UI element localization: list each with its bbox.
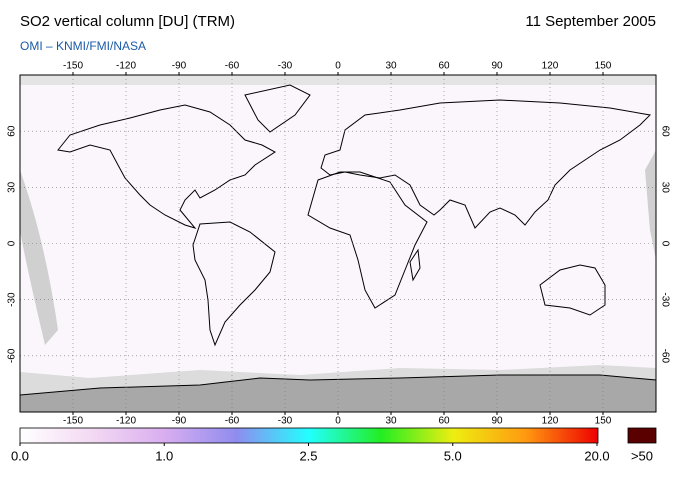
lat-tick-label: -30 [7, 292, 18, 307]
lon-tick-label: -120 [116, 61, 136, 72]
coastline [244, 84, 311, 133]
lat-tick-label: 0 [7, 240, 18, 246]
subtitle: OMI – KNMI/FMI/NASA [20, 39, 146, 53]
lon-tick-label: 150 [595, 416, 612, 427]
lon-tick-label: 30 [385, 416, 397, 427]
lon-tick-label: 90 [491, 61, 503, 72]
lon-tick-label: -90 [172, 416, 187, 427]
lon-tick-label: -120 [116, 416, 136, 427]
lat-tick-label: 30 [659, 182, 670, 194]
colorbar-label: 20.0 [584, 448, 609, 463]
colorbar-overflow [627, 427, 657, 444]
lon-tick-label: 120 [542, 61, 559, 72]
lon-tick-label: -30 [278, 61, 293, 72]
colorbar-label: 0.0 [11, 448, 29, 463]
lon-tick-label: -60 [225, 416, 240, 427]
coastline [57, 104, 276, 229]
lon-tick-label: 0 [335, 416, 341, 427]
lat-tick-label: -60 [7, 348, 18, 363]
no-data [20, 170, 58, 345]
lat-tick-label: 60 [659, 126, 670, 138]
lat-tick-label: -30 [659, 292, 670, 307]
lon-tick-label: -60 [225, 61, 240, 72]
date: 11 September 2005 [525, 13, 656, 30]
lon-tick-label: -150 [63, 61, 83, 72]
title: SO2 vertical column [DU] (TRM) [20, 13, 235, 30]
lon-tick-label: -90 [172, 61, 187, 72]
lat-tick-label: 30 [7, 181, 18, 193]
colorbar-label: 2.5 [299, 448, 317, 463]
coastline [539, 264, 606, 316]
colorbar-label: 5.0 [444, 448, 462, 463]
lat-tick-label: -60 [659, 349, 670, 364]
lon-tick-label: -150 [63, 416, 83, 427]
lon-tick-label: 60 [438, 61, 450, 72]
lon-tick-label: 90 [491, 416, 503, 427]
no-data [645, 150, 656, 260]
lon-tick-label: 30 [385, 61, 397, 72]
lon-tick-label: 0 [335, 61, 341, 72]
lon-tick-label: 60 [438, 416, 450, 427]
lon-tick-label: -30 [278, 416, 293, 427]
lat-tick-label: 0 [659, 241, 670, 247]
colorbar-label: >50 [631, 448, 653, 463]
coastline [320, 99, 652, 229]
coastline [409, 248, 421, 282]
lon-tick-label: 150 [595, 61, 612, 72]
coastline [192, 221, 276, 347]
colorbar [19, 427, 599, 444]
colorbar-label: 1.0 [155, 448, 173, 463]
lon-tick-label: 120 [542, 416, 559, 427]
coastline [307, 171, 428, 309]
graticule [20, 75, 656, 412]
lat-tick-label: 60 [7, 125, 18, 137]
